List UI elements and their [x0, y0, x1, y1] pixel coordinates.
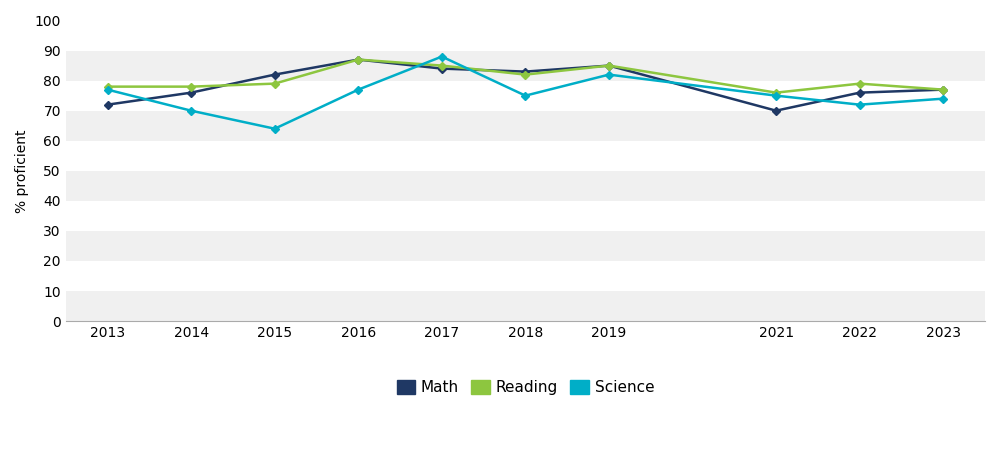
Science: [102, 87, 114, 92]
Reading: [603, 63, 615, 68]
Reading: [102, 84, 114, 90]
Science: [603, 72, 615, 77]
Line: Science: Science: [105, 54, 946, 131]
Legend: Math, Reading, Science: Math, Reading, Science: [390, 374, 660, 401]
Science: [185, 108, 197, 113]
Science: [937, 96, 949, 101]
Bar: [66, 141, 985, 171]
Reading: [519, 72, 531, 77]
Bar: [66, 261, 985, 291]
Math: [352, 57, 364, 62]
Science: [519, 93, 531, 99]
Reading: [770, 90, 782, 95]
Bar: [66, 231, 985, 261]
Reading: [185, 84, 197, 90]
Bar: [66, 111, 985, 141]
Science: [770, 93, 782, 99]
Math: [770, 108, 782, 113]
Math: [102, 102, 114, 108]
Y-axis label: % proficient: % proficient: [15, 129, 29, 212]
Math: [519, 69, 531, 74]
Bar: [66, 21, 985, 50]
Line: Math: Math: [105, 57, 946, 113]
Reading: [269, 81, 281, 86]
Math: [937, 87, 949, 92]
Math: [185, 90, 197, 95]
Bar: [66, 50, 985, 81]
Science: [269, 126, 281, 131]
Bar: [66, 291, 985, 321]
Math: [269, 72, 281, 77]
Bar: [66, 171, 985, 201]
Science: [436, 54, 448, 59]
Bar: [66, 201, 985, 231]
Science: [854, 102, 866, 108]
Line: Reading: Reading: [105, 57, 946, 95]
Reading: [854, 81, 866, 86]
Math: [603, 63, 615, 68]
Reading: [436, 63, 448, 68]
Math: [436, 66, 448, 71]
Reading: [352, 57, 364, 62]
Reading: [937, 87, 949, 92]
Science: [352, 87, 364, 92]
Bar: [66, 81, 985, 111]
Math: [854, 90, 866, 95]
